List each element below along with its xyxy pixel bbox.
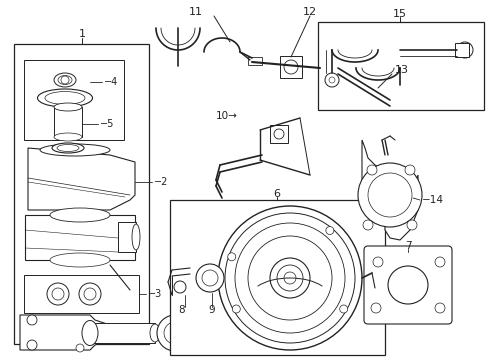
- Ellipse shape: [57, 144, 79, 152]
- Circle shape: [366, 165, 376, 175]
- Ellipse shape: [150, 324, 160, 342]
- Text: 1: 1: [79, 29, 85, 39]
- Circle shape: [163, 322, 185, 344]
- Ellipse shape: [58, 76, 72, 85]
- Circle shape: [325, 226, 333, 234]
- Circle shape: [323, 66, 328, 72]
- Ellipse shape: [132, 224, 140, 250]
- Bar: [247, 57, 262, 65]
- Text: 15: 15: [392, 9, 406, 19]
- Circle shape: [460, 46, 468, 54]
- Bar: [90, 323, 155, 343]
- Text: −2: −2: [154, 177, 168, 187]
- Circle shape: [328, 77, 334, 83]
- Bar: [25, 215, 135, 260]
- Circle shape: [339, 305, 347, 313]
- Circle shape: [202, 270, 218, 286]
- Circle shape: [284, 272, 295, 284]
- Ellipse shape: [54, 103, 82, 111]
- FancyBboxPatch shape: [363, 246, 451, 324]
- Circle shape: [456, 42, 472, 58]
- Bar: [170, 200, 384, 355]
- Circle shape: [227, 253, 235, 261]
- Circle shape: [196, 264, 224, 292]
- Text: 9: 9: [208, 305, 215, 315]
- Text: 13: 13: [394, 65, 408, 75]
- Ellipse shape: [54, 133, 82, 141]
- Circle shape: [235, 223, 345, 333]
- Text: 8: 8: [178, 305, 185, 315]
- Polygon shape: [361, 140, 417, 240]
- Circle shape: [27, 315, 37, 325]
- Circle shape: [76, 344, 84, 352]
- Ellipse shape: [38, 89, 92, 107]
- Ellipse shape: [387, 266, 427, 304]
- Text: −5: −5: [100, 119, 114, 129]
- Bar: [24, 60, 124, 140]
- Circle shape: [232, 305, 240, 313]
- Circle shape: [284, 60, 297, 74]
- Circle shape: [247, 236, 331, 320]
- Circle shape: [434, 257, 444, 267]
- Text: −3: −3: [148, 289, 162, 299]
- Text: 10→: 10→: [216, 111, 238, 121]
- Bar: [24, 275, 139, 313]
- Bar: [321, 64, 339, 74]
- Circle shape: [357, 163, 421, 227]
- Ellipse shape: [52, 143, 84, 153]
- Circle shape: [61, 76, 69, 84]
- Circle shape: [325, 73, 338, 87]
- Bar: [54, 107, 82, 137]
- Circle shape: [406, 220, 416, 230]
- Circle shape: [362, 220, 372, 230]
- Circle shape: [224, 213, 354, 343]
- Ellipse shape: [40, 144, 110, 156]
- Bar: [269, 125, 287, 143]
- Circle shape: [276, 265, 303, 291]
- Bar: [454, 43, 468, 57]
- Text: 6: 6: [273, 189, 280, 199]
- Circle shape: [47, 283, 69, 305]
- Bar: [317, 22, 483, 110]
- Ellipse shape: [54, 73, 76, 87]
- Ellipse shape: [50, 253, 110, 267]
- Bar: [280, 56, 302, 78]
- Text: −4: −4: [104, 77, 118, 87]
- Circle shape: [370, 303, 380, 313]
- Bar: [118, 222, 136, 252]
- Circle shape: [84, 288, 96, 300]
- Circle shape: [372, 257, 382, 267]
- Polygon shape: [20, 315, 110, 350]
- Text: 12: 12: [303, 7, 316, 17]
- Text: 11: 11: [189, 7, 203, 17]
- Circle shape: [367, 173, 411, 217]
- Circle shape: [273, 129, 284, 139]
- Ellipse shape: [50, 208, 110, 222]
- Circle shape: [404, 165, 414, 175]
- Circle shape: [218, 206, 361, 350]
- Circle shape: [52, 288, 64, 300]
- Circle shape: [434, 303, 444, 313]
- Bar: [14, 44, 149, 344]
- Polygon shape: [28, 148, 135, 210]
- Ellipse shape: [45, 91, 85, 104]
- Circle shape: [79, 283, 101, 305]
- Ellipse shape: [82, 320, 98, 346]
- Circle shape: [174, 281, 185, 293]
- Circle shape: [157, 315, 193, 351]
- Text: −14: −14: [421, 195, 443, 205]
- Circle shape: [27, 340, 37, 350]
- Circle shape: [269, 258, 309, 298]
- Text: 7: 7: [404, 241, 410, 251]
